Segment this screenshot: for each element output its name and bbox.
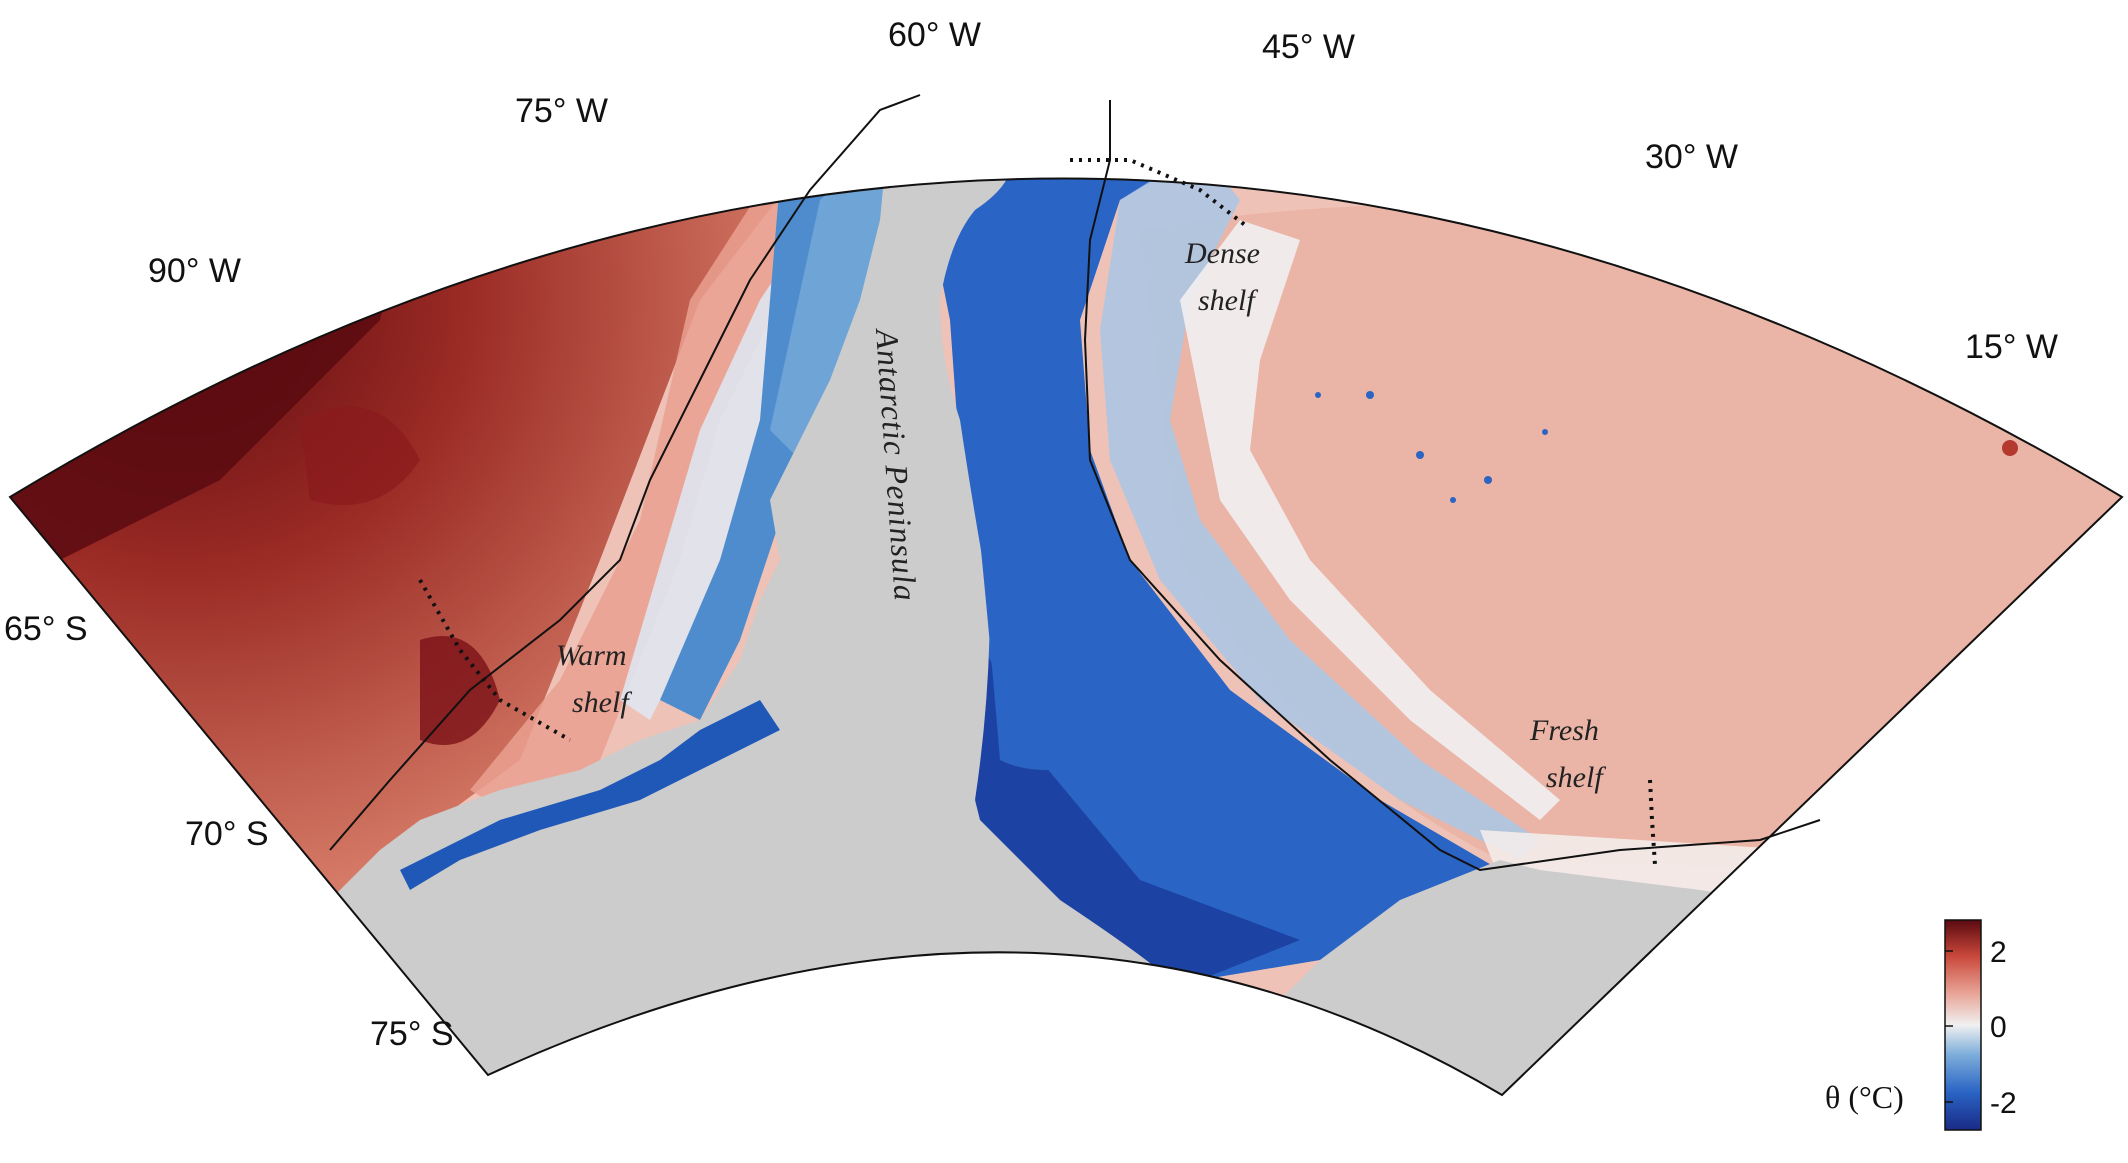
land bbox=[10, 178, 2122, 1095]
colorbar-title: θ (°C) bbox=[1825, 1079, 1904, 1115]
lon-label-15w: 15° W bbox=[1965, 328, 2058, 366]
lat-label-65s: 65° S bbox=[4, 610, 88, 648]
colorbar-ramp bbox=[1944, 919, 1982, 1131]
lon-label-90w: 90° W bbox=[148, 252, 241, 290]
lon-label-45w: 45° W bbox=[1262, 28, 1355, 66]
dense-shelf-section bbox=[1070, 158, 1247, 227]
fresh-shelf-label-line2: shelf bbox=[1546, 761, 1606, 794]
dense-shelf-label-line2: shelf bbox=[1198, 284, 1258, 317]
lon-label-60w: 60° W bbox=[888, 16, 981, 54]
map-frame bbox=[8, 177, 2124, 1097]
colorbar-tick-2: 2 bbox=[1990, 936, 2007, 969]
warm-shelf-label-line2: shelf bbox=[572, 686, 632, 719]
lon-label-75w: 75° W bbox=[515, 92, 608, 130]
colorbar: 2 0 -2 θ (°C) bbox=[1825, 919, 2017, 1131]
weddell-isobath bbox=[1083, 100, 1821, 872]
dense-shelf-label-line1: Dense bbox=[1184, 237, 1260, 270]
fresh-shelf-label-line1: Fresh bbox=[1529, 714, 1599, 747]
colorbar-tick-neg2: -2 bbox=[1990, 1087, 2017, 1120]
colorbar-tick-0: 0 bbox=[1990, 1011, 2007, 1044]
west-isobath bbox=[329, 94, 921, 851]
warm-shelf-label-line1: Warm bbox=[556, 639, 627, 672]
lon-label-30w: 30° W bbox=[1645, 138, 1738, 176]
lat-label-75s: 75° S bbox=[370, 1015, 454, 1053]
lat-label-70s: 70° S bbox=[185, 815, 269, 853]
